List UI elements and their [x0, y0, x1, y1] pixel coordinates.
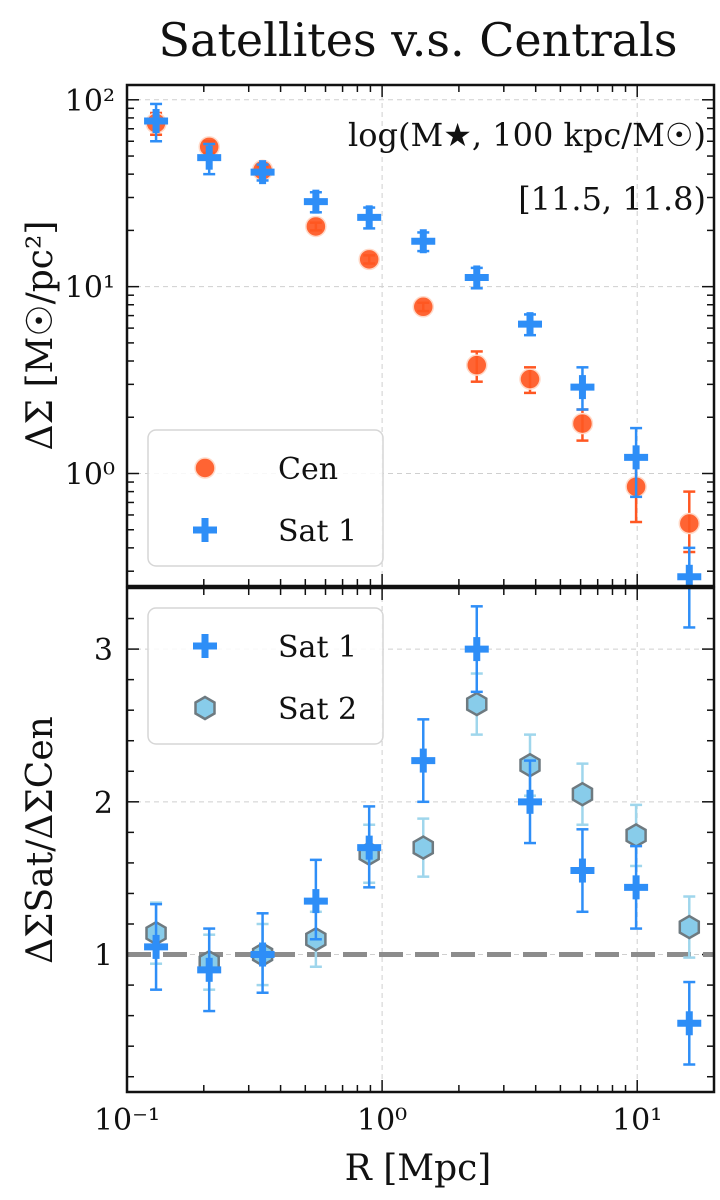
data-point — [357, 205, 382, 230]
panel-bottom-frame — [125, 586, 716, 1094]
y-tick-label: 3 — [94, 633, 113, 668]
y-axis-label: ΔΣ [M☉/pc²] — [20, 221, 61, 451]
data-point — [624, 875, 649, 900]
chart-title: Satellites v.s. Centrals — [159, 13, 678, 67]
data-point — [464, 637, 489, 662]
y-tick-label: 2 — [94, 786, 113, 821]
x-tick-label: 10⁰ — [357, 1103, 407, 1138]
data-point — [625, 822, 647, 848]
legend-marker — [193, 518, 217, 542]
data-point — [305, 215, 327, 238]
data-point — [570, 858, 595, 883]
data-point — [570, 375, 595, 400]
data-point — [412, 296, 435, 318]
y-tick-label: 1 — [94, 939, 113, 974]
data-point — [465, 691, 488, 717]
data-point — [357, 835, 382, 860]
data-point — [518, 312, 543, 337]
data-point — [518, 789, 543, 814]
data-point — [144, 934, 169, 959]
legend-label: Sat 2 — [278, 692, 357, 727]
series-sat-1 — [144, 102, 702, 629]
data-point — [678, 512, 701, 535]
data-point — [250, 942, 275, 967]
data-point — [412, 835, 435, 861]
data-point — [411, 229, 436, 254]
data-point — [571, 781, 594, 807]
legend-marker — [193, 634, 217, 658]
data-point — [519, 368, 541, 390]
data-point — [250, 160, 275, 185]
legend-label: Cen — [278, 452, 338, 487]
series-cen — [145, 111, 701, 554]
data-point — [303, 189, 328, 214]
panel-bottom-legend: Sat 1 Sat 2 — [147, 607, 384, 745]
x-tick-label: 10¹ — [612, 1103, 662, 1138]
legend-label: Sat 1 — [278, 514, 357, 549]
y-axis-label: ΔΣSat/ΔΣCen — [20, 716, 61, 964]
legend-label: Sat 1 — [278, 630, 357, 665]
data-point — [677, 1011, 702, 1036]
data-point — [197, 145, 222, 170]
panel-top-legend: Cen Sat 1 — [147, 429, 384, 567]
data-point — [358, 248, 380, 271]
data-point — [571, 412, 594, 435]
legend-marker — [194, 457, 216, 479]
data-point — [144, 109, 169, 134]
data-point — [197, 957, 222, 982]
annotation-line-2: [11.5, 11.8) — [518, 180, 706, 218]
data-point — [678, 914, 701, 940]
y-tick-label: 10² — [65, 84, 115, 119]
x-tick-label: 10⁻¹ — [94, 1103, 160, 1138]
annotation-line-1: log(M★, 100 kpc/M☉) — [348, 116, 706, 154]
data-point — [466, 354, 488, 376]
y-tick-label: 10⁰ — [65, 458, 115, 493]
data-point — [411, 748, 436, 773]
panel-top-frame — [125, 83, 716, 588]
series-sat-1 — [144, 605, 702, 1066]
data-point — [464, 265, 489, 290]
y-tick-label: 10¹ — [65, 271, 115, 306]
legend-marker — [194, 695, 216, 721]
data-point — [624, 445, 649, 470]
data-point — [303, 889, 328, 914]
x-axis-label: R [Mpc] — [345, 1148, 492, 1189]
